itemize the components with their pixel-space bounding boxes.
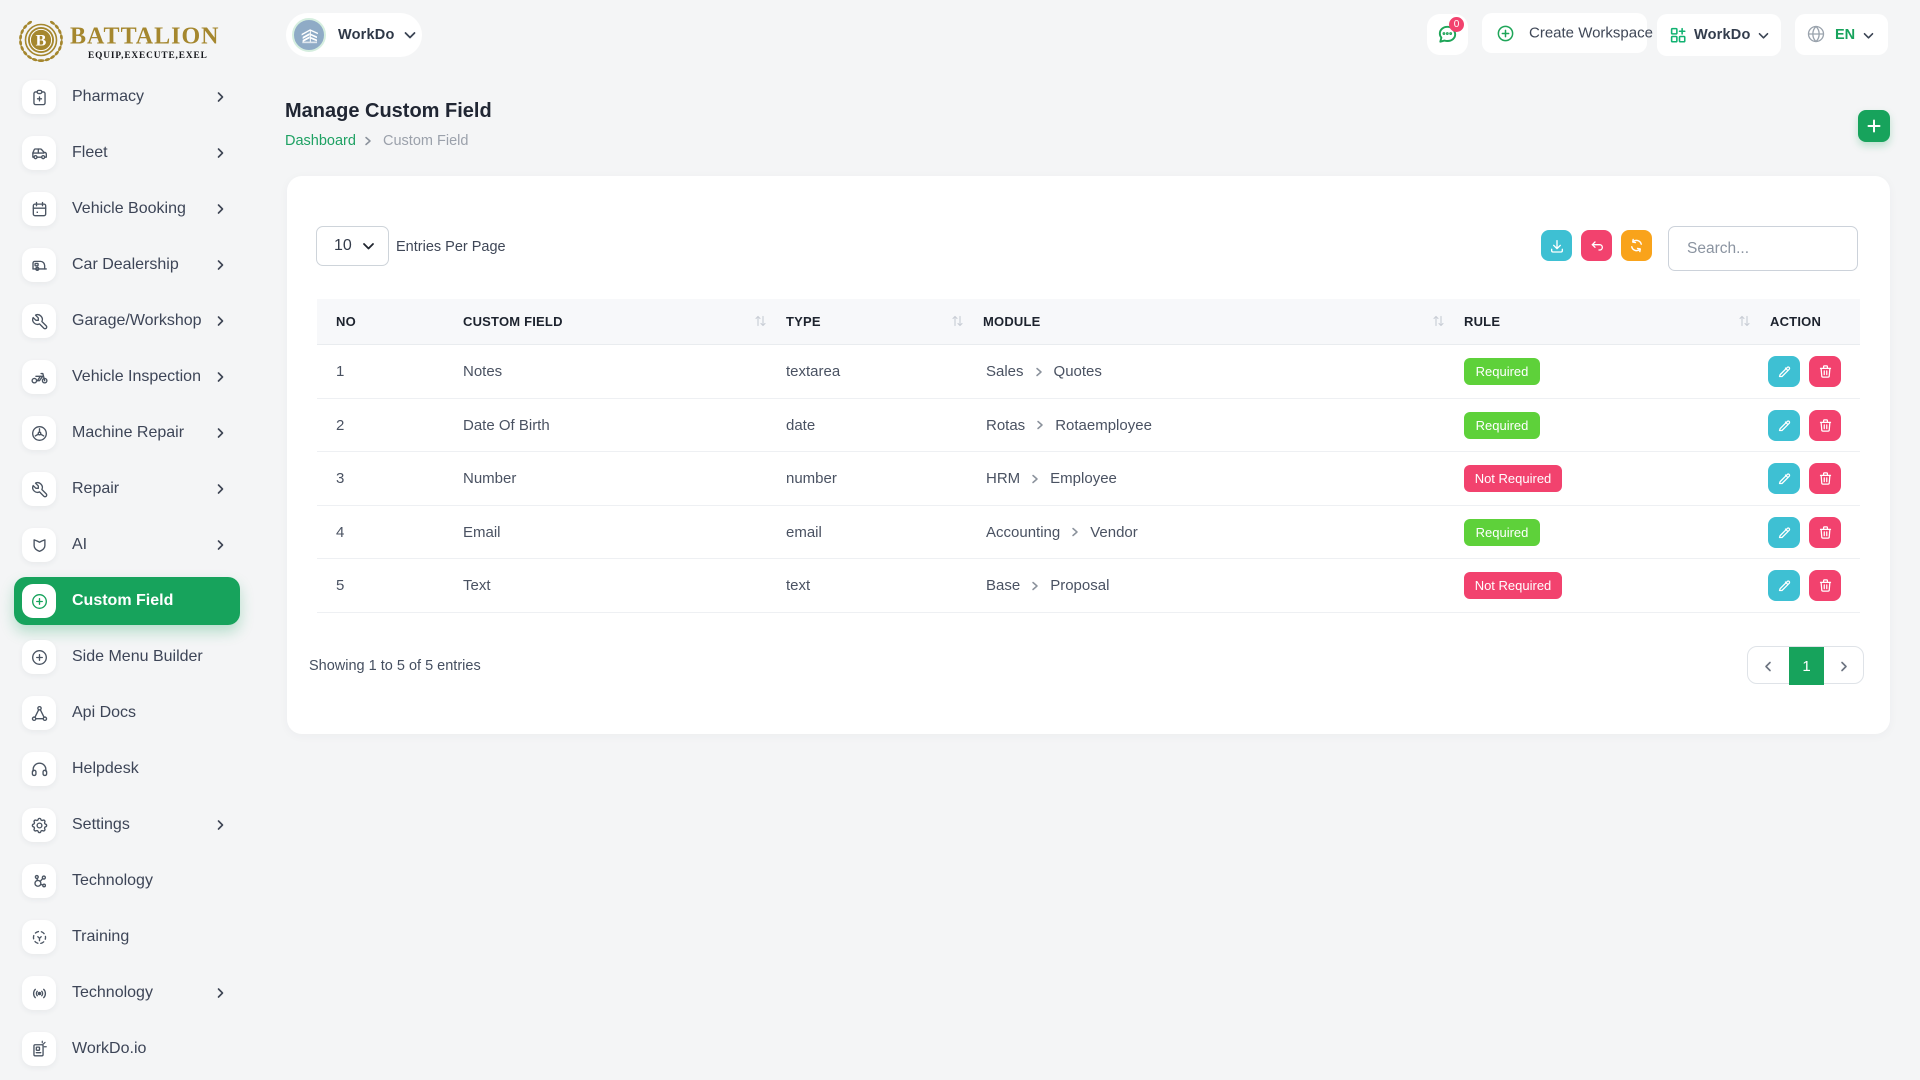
svg-text:BATTALION: BATTALION — [70, 24, 219, 50]
svg-text:B: B — [36, 32, 47, 49]
svg-text:EQUIP,EXECUTE,EXEL: EQUIP,EXECUTE,EXEL — [88, 51, 208, 61]
